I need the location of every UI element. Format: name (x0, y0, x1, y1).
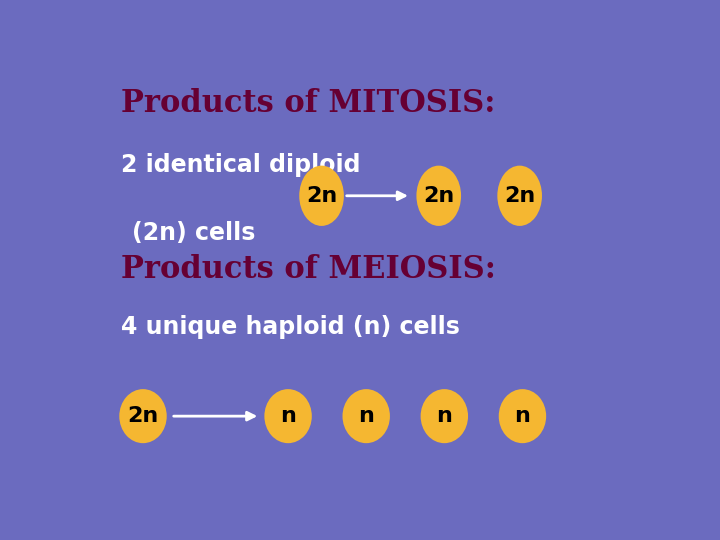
Ellipse shape (300, 166, 344, 226)
Ellipse shape (264, 389, 312, 443)
Text: Products of MEIOSIS:: Products of MEIOSIS: (121, 254, 495, 285)
Ellipse shape (498, 166, 542, 226)
Text: Products of MITOSIS:: Products of MITOSIS: (121, 87, 495, 119)
Ellipse shape (499, 389, 546, 443)
Text: n: n (515, 406, 531, 426)
Text: 2n: 2n (504, 186, 535, 206)
Text: 2n: 2n (127, 406, 158, 426)
Text: (2n) cells: (2n) cells (132, 221, 255, 245)
Text: 2 identical diploid: 2 identical diploid (121, 153, 360, 177)
Text: 4 unique haploid (n) cells: 4 unique haploid (n) cells (121, 315, 459, 339)
Text: n: n (280, 406, 296, 426)
Ellipse shape (120, 389, 167, 443)
Ellipse shape (420, 389, 468, 443)
Ellipse shape (416, 166, 461, 226)
Text: 2n: 2n (423, 186, 454, 206)
Text: n: n (359, 406, 374, 426)
Ellipse shape (343, 389, 390, 443)
Text: n: n (436, 406, 452, 426)
Text: 2n: 2n (306, 186, 337, 206)
